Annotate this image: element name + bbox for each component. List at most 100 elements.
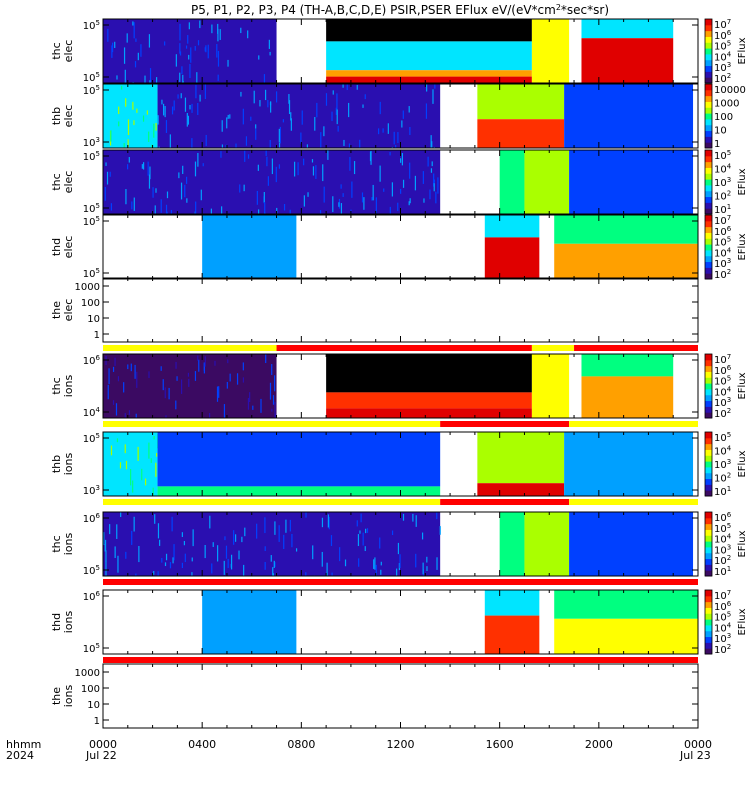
heatmap-noise-mark: [416, 515, 417, 527]
heatmap-noise-mark: [129, 410, 130, 415]
colorbar-swatch: [705, 547, 712, 553]
heatmap-noise-mark: [188, 379, 189, 387]
colorbar-label: EFlux: [737, 233, 748, 260]
colorbar-swatch: [705, 625, 712, 631]
heatmap-noise-mark: [214, 361, 215, 366]
heatmap-noise-mark: [363, 197, 364, 210]
colorbar-swatch: [705, 553, 712, 559]
heatmap-noise-mark: [403, 180, 404, 188]
heatmap-noise-mark: [376, 197, 377, 213]
colorbar-swatch: [705, 191, 712, 197]
heatmap-noise-mark: [331, 535, 332, 546]
colorbar-label: EFlux: [737, 168, 748, 195]
colorbar-swatch: [705, 518, 712, 524]
colorbar-swatch: [705, 54, 712, 60]
heatmap-noise-mark: [108, 368, 109, 384]
heatmap-noise-mark: [124, 47, 125, 63]
heatmap-noise-mark: [437, 177, 438, 193]
heatmap-noise-mark: [248, 398, 249, 410]
heatmap-block-1: [500, 150, 525, 214]
heatmap-noise-mark: [279, 143, 280, 148]
colorbar-swatch: [705, 215, 712, 221]
colorbar-swatch: [705, 119, 712, 125]
heatmap-noise-mark: [140, 44, 141, 57]
heatmap-noise-mark: [412, 514, 413, 522]
heatmap-noise-mark: [380, 570, 381, 575]
heatmap-noise-mark: [331, 573, 332, 576]
heatmap-noise-mark: [428, 157, 429, 167]
y-tick-label: 1000: [75, 668, 100, 679]
heatmap-noise-mark: [383, 128, 384, 132]
heatmap-noise-mark: [131, 364, 132, 372]
heatmap-noise-mark: [222, 144, 223, 148]
heatmap-noise-mark: [297, 162, 298, 175]
colorbar-swatch: [705, 156, 712, 162]
colorbar-swatch: [705, 354, 712, 360]
heatmap-noise-mark: [107, 172, 108, 185]
heatmap-noise-mark: [294, 162, 295, 177]
heatmap-noise-mark: [373, 559, 374, 569]
heatmap-noise-mark: [392, 531, 393, 536]
heatmap-noise-mark: [381, 562, 382, 566]
heatmap-noise-mark: [134, 198, 135, 211]
colorbar-swatch: [705, 232, 712, 238]
heatmap-noise-mark: [322, 518, 323, 527]
heatmap-noise-mark: [271, 409, 272, 412]
status-segment: [574, 345, 698, 351]
colorbar-tick-label: 105: [714, 149, 731, 162]
heatmap-noise-mark: [116, 524, 117, 539]
colorbar-swatch: [705, 262, 712, 268]
heatmap-noise-mark: [436, 513, 437, 520]
heatmap-noise-mark: [269, 40, 270, 49]
heatmap-noise-mark: [178, 172, 179, 178]
y-tick-label: 105: [83, 150, 100, 163]
ylabel-the-ions: theions: [50, 684, 75, 707]
heatmap-noise-mark: [373, 185, 374, 200]
heatmap-noise-mark: [137, 447, 138, 461]
heatmap-noise-mark: [258, 209, 259, 214]
heatmap-noise-mark: [285, 520, 286, 533]
heatmap-noise-mark: [110, 172, 111, 177]
heatmap-noise-mark: [357, 520, 358, 526]
heatmap-noise-mark: [229, 114, 230, 118]
heatmap-block-6: [581, 376, 673, 418]
heatmap-noise-mark: [170, 134, 171, 148]
heatmap-noise-mark: [227, 359, 228, 363]
heatmap-noise-mark: [324, 187, 325, 203]
heatmap-noise-mark: [134, 365, 135, 379]
status-segment: [440, 499, 569, 505]
heatmap-noise-mark: [116, 403, 117, 415]
heatmap-noise-mark: [257, 191, 258, 205]
heatmap-noise-mark: [186, 46, 187, 49]
heatmap-noise-mark: [172, 517, 173, 532]
heatmap-noise-mark: [383, 188, 384, 191]
colorbar-swatch: [705, 377, 712, 383]
heatmap-noise-mark: [165, 387, 166, 398]
colorbar-swatch: [705, 535, 712, 541]
heatmap-noise-mark: [339, 547, 340, 561]
heatmap-noise-mark: [179, 24, 180, 41]
heatmap-noise-mark: [148, 371, 149, 378]
heatmap-noise-mark: [195, 46, 196, 51]
heatmap-noise-mark: [259, 100, 260, 106]
colorbar-swatch: [705, 77, 712, 83]
heatmap-noise-mark: [175, 362, 176, 369]
y-tick-label: 105: [83, 19, 100, 32]
heatmap-noise-mark: [435, 192, 436, 204]
heatmap-noise-mark: [224, 561, 225, 575]
heatmap-noise-mark: [125, 70, 126, 83]
heatmap-noise-mark: [195, 202, 196, 214]
heatmap-noise-mark: [243, 377, 244, 382]
colorbar-swatch: [705, 619, 712, 625]
heatmap-noise-mark: [189, 105, 190, 109]
heatmap-noise-mark: [177, 94, 178, 98]
heatmap-block-1: [500, 512, 525, 576]
heatmap-block-1: [326, 19, 532, 41]
heatmap-noise-mark: [186, 177, 187, 184]
heatmap-noise-mark: [264, 192, 265, 202]
